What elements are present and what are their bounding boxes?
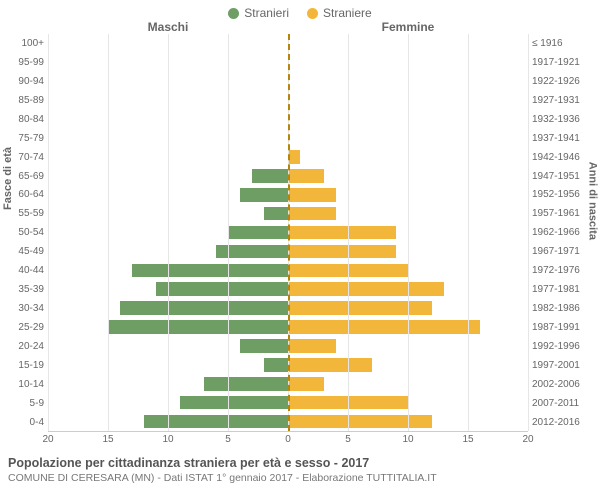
x-axis-ticks: 201510505101520: [48, 432, 528, 448]
legend: Stranieri Straniere: [0, 0, 600, 20]
gridline: [348, 34, 349, 431]
age-label: 45-49: [0, 246, 44, 257]
caption-title: Popolazione per cittadinanza straniera p…: [8, 456, 592, 470]
bar-female: [288, 169, 324, 183]
x-tick: 5: [225, 434, 231, 445]
gridline: [48, 34, 49, 431]
birth-label: 1932-1936: [532, 114, 600, 125]
x-axis: 20 15 10 5 0 5 10 15 20: [0, 432, 600, 448]
x-tick: 10: [162, 434, 173, 445]
age-label: 90-94: [0, 76, 44, 87]
axis-title-birth: Anni di nascita: [586, 162, 598, 240]
legend-item-female: Straniere: [307, 6, 372, 20]
bar-male: [240, 339, 288, 353]
age-label: 95-99: [0, 57, 44, 68]
axis-title-age: Fasce di età: [2, 147, 14, 210]
x-tick: 15: [462, 434, 473, 445]
age-label: 5-9: [0, 398, 44, 409]
bar-male: [264, 207, 288, 221]
age-label: 55-59: [0, 208, 44, 219]
birth-label: 1937-1941: [532, 133, 600, 144]
bar-female: [288, 339, 336, 353]
column-headers: Maschi Femmine: [0, 20, 600, 34]
x-tick: 20: [522, 434, 533, 445]
header-female: Femmine: [288, 20, 528, 34]
bar-female: [288, 358, 372, 372]
gridline: [408, 34, 409, 431]
bar-female: [288, 415, 432, 429]
age-label: 25-29: [0, 322, 44, 333]
bar-male: [180, 396, 288, 410]
gridline: [168, 34, 169, 431]
bar-female: [288, 245, 396, 259]
age-label: 15-19: [0, 360, 44, 371]
age-label: 100+: [0, 38, 44, 49]
bar-male: [132, 264, 288, 278]
birth-label: 1982-1986: [532, 303, 600, 314]
chart-area: 100+95-9990-9485-8980-8475-7970-7465-696…: [0, 34, 600, 432]
age-label: 30-34: [0, 303, 44, 314]
bar-female: [288, 188, 336, 202]
gridline: [528, 34, 529, 431]
birth-label: 1967-1971: [532, 246, 600, 257]
age-label: 40-44: [0, 265, 44, 276]
age-label: 10-14: [0, 379, 44, 390]
caption: Popolazione per cittadinanza straniera p…: [0, 448, 600, 486]
bar-male: [120, 301, 288, 315]
gridline: [108, 34, 109, 431]
bar-male: [240, 188, 288, 202]
gridline: [228, 34, 229, 431]
age-label: 85-89: [0, 95, 44, 106]
bar-female: [288, 207, 336, 221]
bar-female: [288, 282, 444, 296]
x-tick: 0: [285, 434, 291, 445]
age-label: 80-84: [0, 114, 44, 125]
x-tick: 10: [402, 434, 413, 445]
bar-female: [288, 320, 480, 334]
center-dash-line: [288, 34, 290, 431]
bar-male: [252, 169, 288, 183]
birth-label: 2002-2006: [532, 379, 600, 390]
caption-subtitle: COMUNE DI CERESARA (MN) - Dati ISTAT 1° …: [8, 470, 592, 484]
legend-item-male: Stranieri: [228, 6, 289, 20]
birth-label: 1922-1926: [532, 76, 600, 87]
bar-female: [288, 377, 324, 391]
bar-male: [144, 415, 288, 429]
birth-label: ≤ 1916: [532, 38, 600, 49]
age-label: 50-54: [0, 227, 44, 238]
bar-female: [288, 226, 396, 240]
bar-male: [108, 320, 288, 334]
y-axis-age: 100+95-9990-9485-8980-8475-7970-7465-696…: [0, 34, 48, 432]
pyramid-plot: [48, 34, 528, 432]
birth-label: 1987-1991: [532, 322, 600, 333]
bar-male: [156, 282, 288, 296]
bar-male: [264, 358, 288, 372]
bar-male: [228, 226, 288, 240]
bar-female: [288, 301, 432, 315]
gridline: [468, 34, 469, 431]
birth-label: 1997-2001: [532, 360, 600, 371]
age-label: 20-24: [0, 341, 44, 352]
x-tick: 15: [102, 434, 113, 445]
legend-female-label: Straniere: [323, 6, 372, 20]
birth-label: 1927-1931: [532, 95, 600, 106]
age-label: 75-79: [0, 133, 44, 144]
x-tick: 5: [345, 434, 351, 445]
birth-label: 2012-2016: [532, 417, 600, 428]
x-tick: 20: [42, 434, 53, 445]
bar-male: [204, 377, 288, 391]
bar-male: [216, 245, 288, 259]
male-swatch-icon: [228, 8, 239, 19]
birth-label: 1917-1921: [532, 57, 600, 68]
birth-label: 1972-1976: [532, 265, 600, 276]
header-male: Maschi: [48, 20, 288, 34]
age-label: 35-39: [0, 284, 44, 295]
legend-male-label: Stranieri: [244, 6, 289, 20]
birth-label: 1992-1996: [532, 341, 600, 352]
birth-label: 1977-1981: [532, 284, 600, 295]
age-label: 0-4: [0, 417, 44, 428]
birth-label: 2007-2011: [532, 398, 600, 409]
female-swatch-icon: [307, 8, 318, 19]
